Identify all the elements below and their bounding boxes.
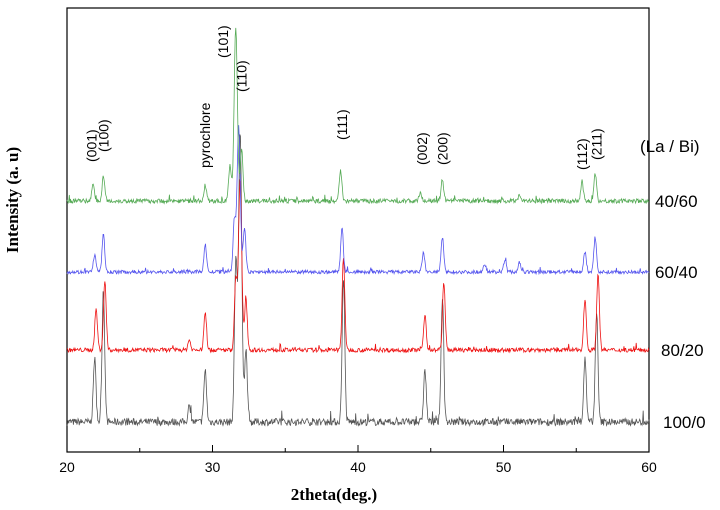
x-axis-title: 2theta(deg.) bbox=[291, 485, 377, 504]
peak-label: (111) bbox=[334, 109, 350, 140]
y-axis-title: Intensity (a. u) bbox=[3, 147, 22, 253]
series-line-100-0 bbox=[66, 134, 650, 427]
x-axis-ticks: 20 30 40 50 60 bbox=[59, 445, 657, 475]
peak-label: (110) bbox=[234, 60, 250, 92]
series-line-80-20 bbox=[66, 178, 650, 354]
peak-label: (002) bbox=[414, 132, 430, 165]
plot-frame bbox=[66, 7, 650, 453]
x-tick-label: 50 bbox=[496, 459, 512, 475]
series-label: 80/20 bbox=[661, 341, 704, 360]
x-tick-label: 60 bbox=[641, 459, 657, 475]
x-tick-label: 30 bbox=[205, 459, 221, 475]
peak-label: (001) bbox=[84, 129, 100, 162]
peak-label: (100) bbox=[95, 119, 111, 152]
peak-label: (200) bbox=[434, 132, 450, 165]
series-line-60-40 bbox=[66, 125, 650, 276]
series-label: 40/60 bbox=[655, 192, 698, 211]
series-line-40-60 bbox=[66, 27, 650, 205]
series-label: 100/0 bbox=[663, 413, 706, 432]
peak-label: pyrochlore bbox=[197, 102, 213, 168]
peak-label: (112) bbox=[574, 138, 590, 170]
x-tick-label: 20 bbox=[59, 459, 75, 475]
peak-labels: (001)(100) pyrochlore (101)(110) (111) (002)… bbox=[84, 25, 605, 170]
legend-title: (La / Bi) bbox=[640, 137, 700, 156]
peak-label: (101) bbox=[215, 25, 231, 58]
series-labels: 100/0 80/20 60/40 40/60 bbox=[655, 192, 706, 432]
x-tick-label: 40 bbox=[350, 459, 366, 475]
series-layer bbox=[66, 27, 650, 427]
series-label: 60/40 bbox=[655, 263, 698, 282]
peak-label: (211) bbox=[589, 128, 605, 160]
